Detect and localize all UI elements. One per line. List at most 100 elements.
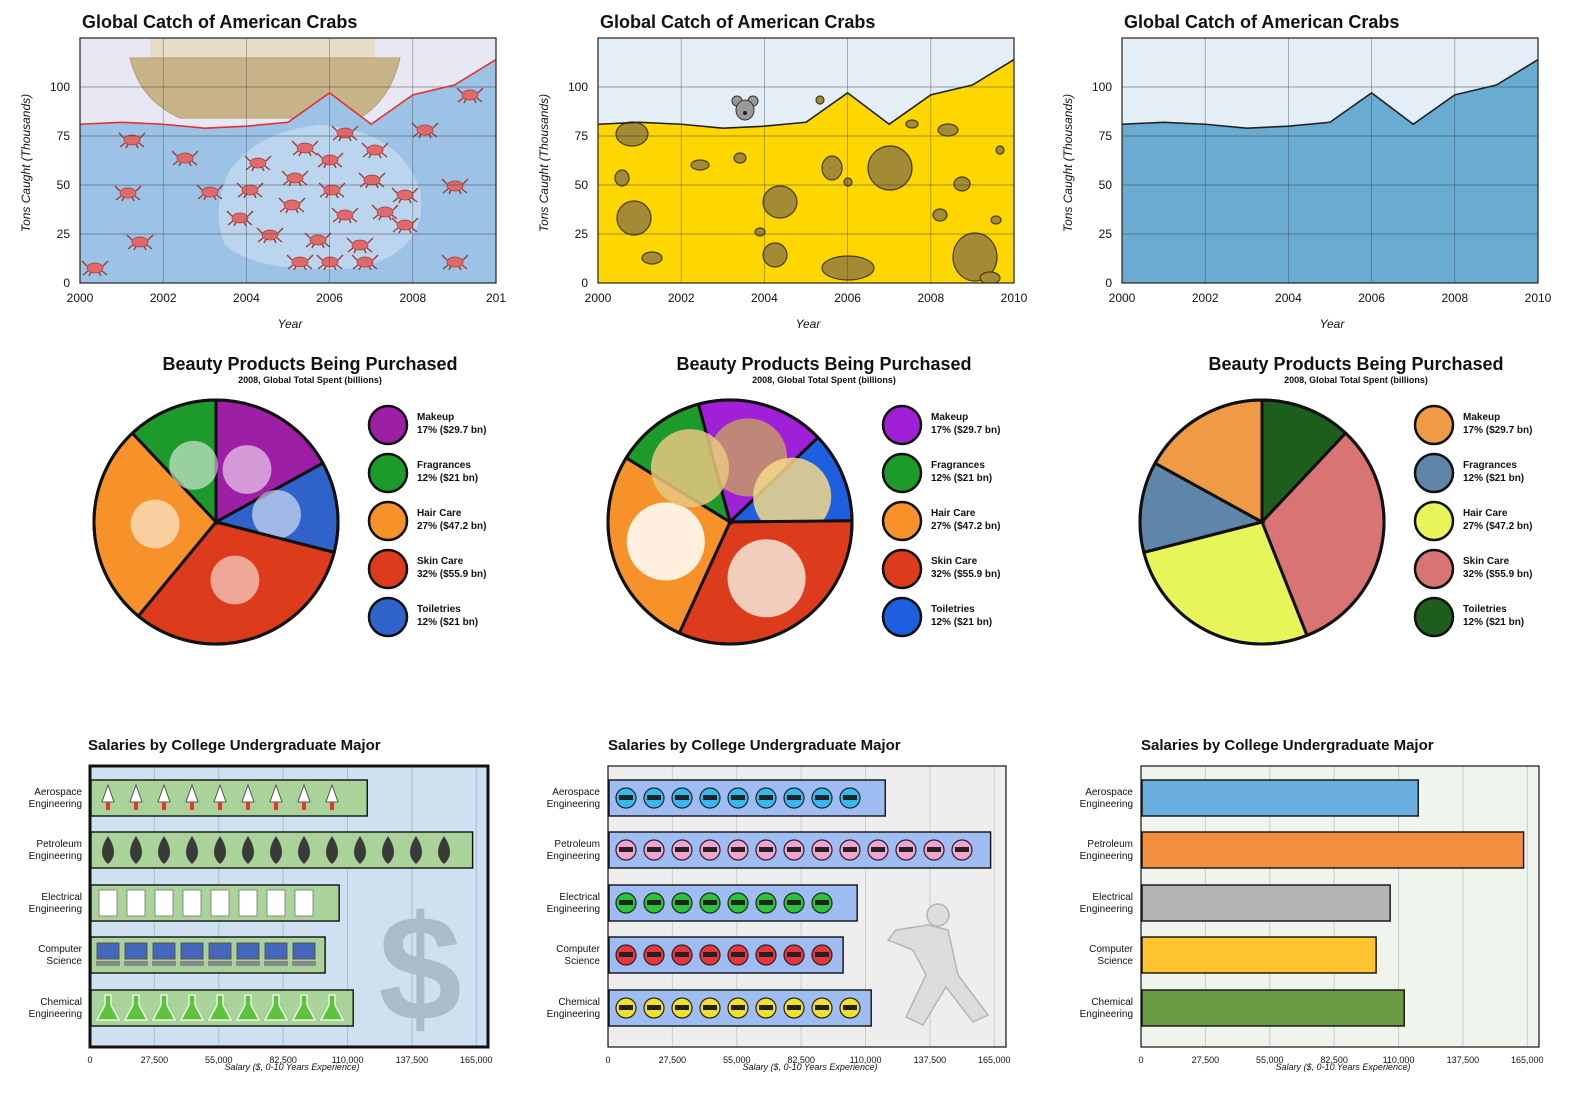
crab-body	[351, 239, 369, 251]
boat-illustration	[129, 38, 401, 119]
crab-legs	[391, 187, 419, 204]
legend-item: Fragrances 12% ($21 bn)	[881, 452, 992, 494]
helmet-visor	[759, 847, 773, 852]
computer-icon	[124, 942, 148, 960]
computer-icon	[152, 942, 176, 960]
category-label: Engineering	[547, 1009, 600, 1020]
keyboard	[292, 961, 316, 966]
slice-illustration	[626, 502, 705, 581]
helmet-visor	[815, 900, 829, 905]
bar	[1141, 884, 1391, 922]
chart-subtitle: 2008, Global Total Spent (billions)	[752, 375, 896, 385]
crab-icon	[441, 254, 469, 271]
x-tick-label: 165,000	[460, 1055, 493, 1065]
rocket-flame	[134, 802, 138, 810]
oil-drop-icon	[326, 836, 338, 864]
legend-value: 17% ($29.7 bn)	[931, 425, 1000, 436]
crab-legs	[411, 122, 439, 139]
area-fill	[1122, 59, 1538, 283]
x-axis-label: Salary ($, 0-10 Years Experience)	[225, 1062, 360, 1072]
legend-value: 12% ($21 bn)	[417, 617, 478, 628]
x-tick-label: 27,500	[141, 1055, 169, 1065]
x-tick-label: 137,500	[1447, 1055, 1480, 1065]
slice-illustration	[727, 539, 806, 618]
crab-icon	[371, 204, 399, 221]
flask-icon	[292, 994, 316, 1021]
legend-label: Hair Care	[1463, 508, 1508, 519]
x-tick-label: 0	[87, 1055, 92, 1065]
outlet-icon	[294, 889, 314, 917]
helmet-visor	[647, 900, 661, 905]
crab-legs	[278, 197, 306, 214]
chart-title: Salaries by College Undergraduate Major	[88, 737, 381, 754]
cheese-hole	[867, 145, 913, 191]
category-label: Computer	[556, 944, 601, 955]
outlet-icon	[126, 889, 146, 917]
legend-item: Hair Care 27% ($47.2 bn)	[881, 500, 1000, 542]
x-tick-label: 27,500	[1192, 1055, 1220, 1065]
crab-body	[336, 209, 354, 221]
bar-chart-plain: Salaries by College Undergraduate Major …	[1080, 737, 1544, 1072]
cheese-hole	[995, 145, 1005, 155]
x-tick-label: 0	[1138, 1055, 1143, 1065]
y-tick-label: 75	[57, 129, 71, 143]
oil-drop-icon	[438, 836, 450, 864]
oil-drop-icon	[270, 836, 282, 864]
flask-icon	[320, 994, 344, 1021]
rocket-flame	[218, 802, 222, 810]
helmet-visor	[759, 795, 773, 800]
legend-swatch	[367, 404, 409, 446]
helmet-visor	[787, 952, 801, 957]
crab-body	[366, 144, 384, 156]
legend-item: Makeup 17% ($29.7 bn)	[881, 404, 1000, 446]
x-tick-label: 2008	[917, 291, 944, 305]
crab-body	[291, 256, 309, 268]
chart-title: Salaries by College Undergraduate Major	[608, 737, 901, 754]
helmet-visor	[787, 1005, 801, 1010]
pie-outline	[1138, 398, 1386, 646]
x-tick-label: 137,500	[396, 1055, 429, 1065]
rocket-flame	[274, 802, 278, 810]
outlet-icon	[266, 889, 286, 917]
x-axis-label: Year	[1320, 317, 1346, 331]
mouse-icon	[731, 95, 759, 121]
y-axis-label: Tons Caught (Thousands)	[1061, 94, 1075, 232]
crab-icon	[346, 237, 374, 254]
legend-value: 32% ($55.9 bn)	[417, 569, 486, 580]
clipped-content	[80, 38, 496, 283]
x-tick-label: 0	[605, 1055, 610, 1065]
cheese-hole	[754, 227, 766, 237]
cheese-hole	[905, 119, 919, 129]
category-label: Aerospace	[34, 787, 82, 798]
legend-value: 17% ($29.7 bn)	[417, 425, 486, 436]
y-tick-label: 50	[57, 178, 71, 192]
legend-label: Toiletries	[931, 604, 975, 615]
helmet-visor	[899, 847, 913, 852]
boat-hull	[129, 57, 401, 119]
crab-body	[396, 219, 414, 231]
legend-swatch	[881, 596, 923, 638]
flask-icon	[152, 994, 176, 1021]
helmet-visor	[731, 952, 745, 957]
category-label: Petroleum	[1087, 839, 1133, 850]
crab-legs	[291, 140, 319, 157]
slice-illustration	[252, 489, 301, 539]
slice-illustration	[130, 499, 180, 549]
cheese-hole	[937, 123, 959, 137]
crab-icon	[291, 140, 319, 157]
helmet-visor	[647, 847, 661, 852]
crab-legs	[441, 254, 469, 271]
legend-item: Skin Care 32% ($55.9 bn)	[367, 548, 486, 590]
legend-label: Makeup	[1463, 412, 1500, 423]
oil-drop-icon	[158, 836, 170, 864]
cheese-hole	[614, 169, 630, 187]
chart-title: Global Catch of American Crabs	[82, 12, 357, 32]
clipped-content	[598, 59, 1014, 283]
y-tick-label: 0	[581, 276, 588, 290]
cheese-hole	[843, 177, 853, 187]
legend-value: 12% ($21 bn)	[931, 473, 992, 484]
crab-icon	[441, 178, 469, 195]
category-label: Engineering	[29, 799, 82, 810]
crab-legs	[196, 184, 224, 201]
cheese-hole	[762, 242, 788, 268]
